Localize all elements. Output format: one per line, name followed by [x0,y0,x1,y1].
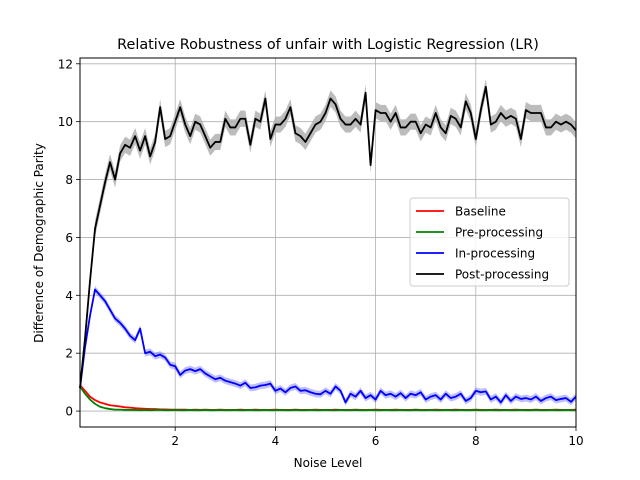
y-tick-label: 10 [58,115,73,129]
x-tick-label: 6 [372,434,380,448]
post-processing-legend-label: Post-processing [455,268,549,282]
y-tick-label: 6 [65,231,73,245]
x-axis-label: Noise Level [294,456,363,470]
legend-box [409,197,570,287]
in-processing-legend-label: In-processing [455,247,535,261]
post-processing-line [79,86,577,389]
y-tick-label: 12 [58,57,73,71]
series-lines [79,86,577,412]
legend-items: Baseline Pre-processing In-processing Post-… [416,205,549,282]
pre-processing-line [79,385,576,412]
in-processing-line [79,288,577,404]
y-tick-label: 2 [65,347,73,361]
pre-processing-legend-label: Pre-processing [455,226,543,240]
legend: Baseline Pre-processing In-processing Post-… [409,197,570,287]
plot-frame [79,57,577,428]
x-tick-label: 4 [272,434,280,448]
y-tick-label: 0 [65,405,73,419]
y-tick-label: 8 [65,173,73,187]
x-tick-label: 2 [171,434,179,448]
chart-title: Relative Robustness of unfair with Logis… [117,37,539,53]
baseline-legend-label: Baseline [455,205,506,219]
x-tick-label: 10 [568,434,583,448]
y-tick-label: 4 [65,289,73,303]
axis-ticks: 2 4 6 8 10 0 2 4 6 8 10 12 [58,57,584,448]
y-axis-label: Difference of Demographic Parity [32,143,46,343]
x-tick-label: 8 [472,434,480,448]
